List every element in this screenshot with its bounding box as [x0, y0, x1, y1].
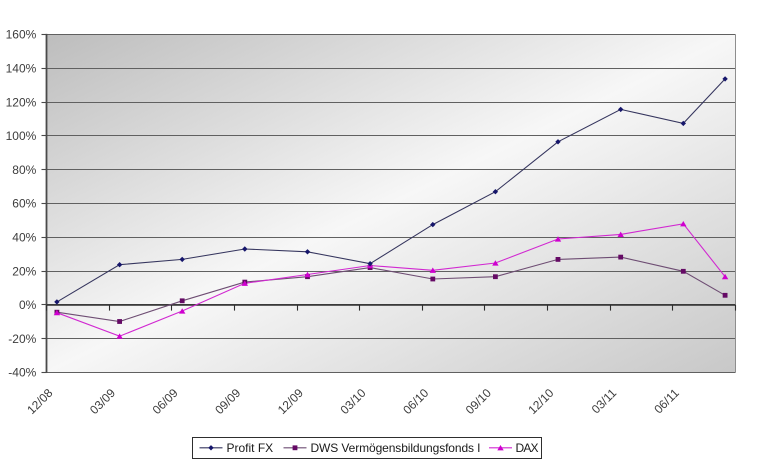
- svg-text:20%: 20%: [12, 264, 36, 278]
- svg-text:DWS Vermögensbildungsfonds I: DWS Vermögensbildungsfonds I: [311, 441, 481, 455]
- svg-text:60%: 60%: [12, 197, 36, 211]
- svg-text:DAX: DAX: [516, 441, 539, 455]
- svg-text:-20%: -20%: [8, 332, 36, 346]
- svg-text:40%: 40%: [12, 231, 36, 245]
- svg-text:100%: 100%: [6, 129, 37, 143]
- svg-text:Profit FX: Profit FX: [227, 441, 274, 455]
- svg-text:160%: 160%: [6, 28, 37, 42]
- svg-text:120%: 120%: [6, 95, 37, 109]
- svg-text:0%: 0%: [19, 298, 37, 312]
- svg-text:80%: 80%: [12, 163, 36, 177]
- svg-text:140%: 140%: [6, 62, 37, 76]
- svg-text:-40%: -40%: [8, 366, 36, 380]
